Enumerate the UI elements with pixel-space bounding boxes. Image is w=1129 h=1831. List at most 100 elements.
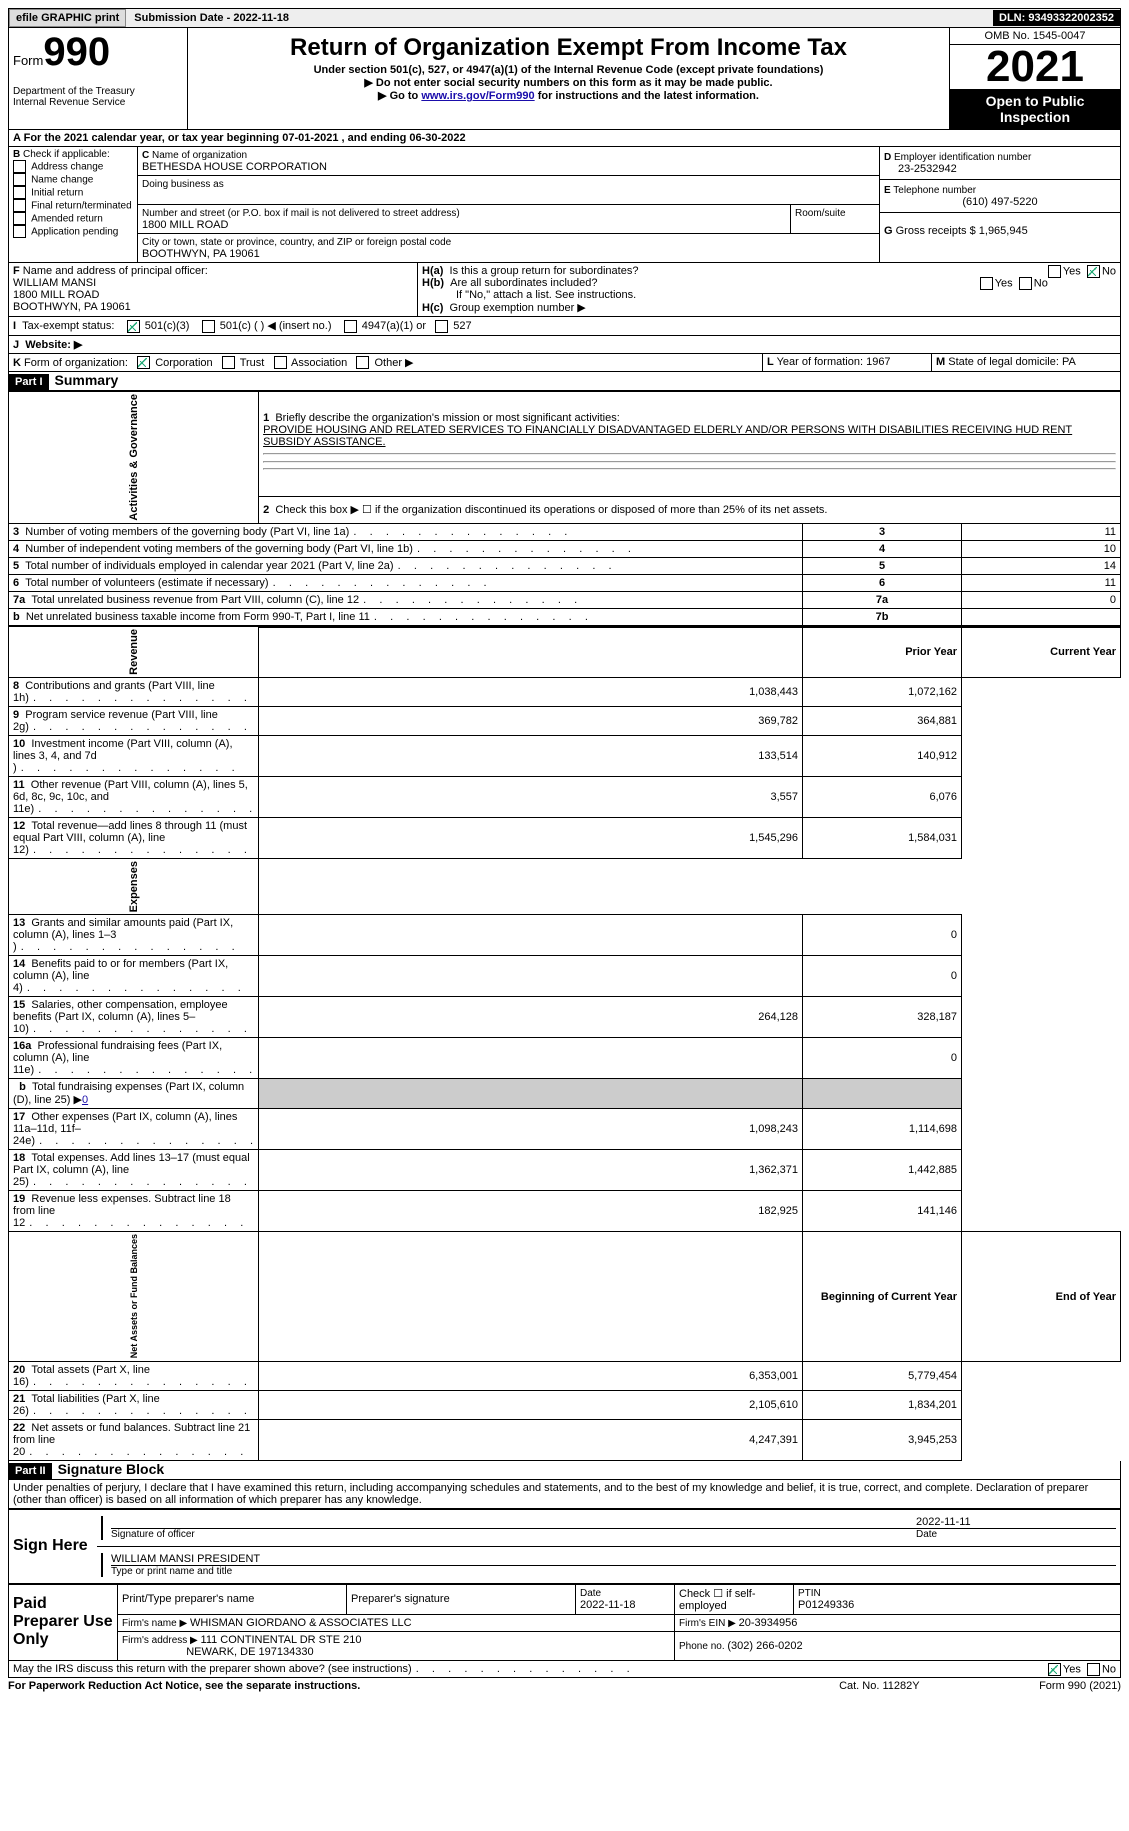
summary-val-6: 11 bbox=[962, 574, 1121, 591]
firm-ein: 20-3934956 bbox=[739, 1617, 798, 1629]
topbar: efile GRAPHIC print Submission Date - 20… bbox=[8, 8, 1121, 28]
h-b2: If "No," attach a list. See instructions… bbox=[422, 289, 1116, 301]
check-name-change[interactable] bbox=[13, 173, 26, 186]
part-1-header: Part ISummary bbox=[8, 372, 1121, 391]
rev-cur-10: 140,912 bbox=[803, 736, 962, 777]
rev-prior-9: 369,782 bbox=[259, 707, 803, 736]
mission-text: PROVIDE HOUSING AND RELATED SERVICES TO … bbox=[263, 424, 1072, 448]
summary-val-3: 11 bbox=[962, 523, 1121, 540]
form-title: Return of Organization Exempt From Incom… bbox=[192, 34, 945, 62]
prep-date: 2022-11-18 bbox=[580, 1599, 635, 1611]
check-final-return-terminated[interactable] bbox=[13, 199, 26, 212]
4947-checkbox[interactable] bbox=[344, 320, 357, 333]
gross-receipts-label: Gross receipts $ bbox=[896, 225, 979, 237]
ptin-value: P01249336 bbox=[798, 1599, 854, 1611]
check-amended-return[interactable] bbox=[13, 212, 26, 225]
ein-value: 23-2532942 bbox=[884, 163, 1116, 175]
officer-label: Name and address of principal officer: bbox=[23, 265, 208, 277]
ha-yes-checkbox[interactable] bbox=[1048, 265, 1061, 278]
exp-line-13: Grants and similar amounts paid (Part IX… bbox=[13, 917, 236, 953]
h-a: Is this a group return for subordinates? bbox=[450, 265, 639, 277]
line-J: J Website: ▶ bbox=[8, 336, 1121, 354]
assoc-checkbox[interactable] bbox=[274, 356, 287, 369]
tax-year: 2021 bbox=[950, 45, 1120, 89]
ha-no-checkbox[interactable] bbox=[1087, 265, 1100, 278]
exp-prior-14 bbox=[259, 956, 803, 997]
officer-addr2: BOOTHWYN, PA 19061 bbox=[13, 301, 131, 313]
phone-value: (610) 497-5220 bbox=[884, 196, 1116, 208]
na-beg-20: 6,353,001 bbox=[259, 1361, 803, 1390]
form-word: Form bbox=[13, 53, 43, 68]
exp-line-19: Revenue less expenses. Subtract line 18 … bbox=[13, 1193, 244, 1229]
addr-label: Number and street (or P.O. box if mail i… bbox=[142, 208, 460, 219]
efile-print-button[interactable]: efile GRAPHIC print bbox=[9, 9, 126, 27]
na-line-20: Total assets (Part X, line 16) bbox=[13, 1364, 248, 1388]
exp-prior-16a bbox=[259, 1038, 803, 1079]
form-subtitle-1: Under section 501(c), 527, or 4947(a)(1)… bbox=[192, 64, 945, 76]
summary-line-6: Total number of volunteers (estimate if … bbox=[25, 577, 487, 589]
check-address-change[interactable] bbox=[13, 160, 26, 173]
rev-cur-11: 6,076 bbox=[803, 777, 962, 818]
ein-label: Employer identification number bbox=[894, 152, 1031, 163]
na-end-20: 5,779,454 bbox=[803, 1361, 962, 1390]
dba-label: Doing business as bbox=[142, 179, 224, 190]
open-to-public: Open to Public Inspection bbox=[950, 89, 1120, 129]
exp-prior-18: 1,362,371 bbox=[259, 1150, 803, 1191]
check-applicable-label: Check if applicable: bbox=[23, 149, 110, 160]
firm-name: WHISMAN GIORDANO & ASSOCIATES LLC bbox=[190, 1617, 412, 1629]
exp-line-14: Benefits paid to or for members (Part IX… bbox=[13, 958, 242, 994]
501c-checkbox[interactable] bbox=[202, 320, 215, 333]
org-address: 1800 MILL ROAD bbox=[142, 219, 228, 231]
paid-preparer-table: Paid Preparer Use Only Print/Type prepar… bbox=[8, 1584, 1121, 1661]
527-checkbox[interactable] bbox=[435, 320, 448, 333]
form990-link[interactable]: www.irs.gov/Form990 bbox=[421, 90, 534, 102]
rev-prior-12: 1,545,296 bbox=[259, 818, 803, 859]
summary-line-5: Total number of individuals employed in … bbox=[25, 560, 612, 572]
org-name: BETHESDA HOUSE CORPORATION bbox=[142, 161, 327, 173]
summary-val-5: 14 bbox=[962, 557, 1121, 574]
part-2-header: Part IISignature Block bbox=[8, 1461, 1121, 1480]
discuss-yes-checkbox[interactable] bbox=[1048, 1663, 1061, 1676]
rev-line-12: Total revenue—add lines 8 through 11 (mu… bbox=[13, 820, 248, 856]
hb-yes-checkbox[interactable] bbox=[980, 277, 993, 290]
room-label: Room/suite bbox=[795, 208, 846, 219]
trust-checkbox[interactable] bbox=[222, 356, 235, 369]
na-beg-22: 4,247,391 bbox=[259, 1419, 803, 1460]
perjury-declaration: Under penalties of perjury, I declare th… bbox=[8, 1480, 1121, 1509]
signature-table: Sign Here 2022-11-11 Signature of office… bbox=[8, 1509, 1121, 1584]
discuss-no-checkbox[interactable] bbox=[1087, 1663, 1100, 1676]
exp-cur-13: 0 bbox=[803, 915, 962, 956]
section-BCDEFG: B Check if applicable: Address change Na… bbox=[8, 147, 1121, 263]
501c3-checkbox[interactable] bbox=[127, 320, 140, 333]
exp-cur-16a: 0 bbox=[803, 1038, 962, 1079]
rev-line-11: Other revenue (Part VIII, column (A), li… bbox=[13, 779, 253, 815]
form-subtitle-2: ▶ Do not enter social security numbers o… bbox=[192, 76, 945, 89]
summary-line-4: Number of independent voting members of … bbox=[25, 543, 632, 555]
form-number: 990 bbox=[43, 30, 110, 74]
exp-prior-19: 182,925 bbox=[259, 1191, 803, 1232]
other-checkbox[interactable] bbox=[356, 356, 369, 369]
exp-cur-19: 141,146 bbox=[803, 1191, 962, 1232]
na-end-21: 1,834,201 bbox=[803, 1390, 962, 1419]
summary-val-7a: 0 bbox=[962, 591, 1121, 608]
rev-line-10: Investment income (Part VIII, column (A)… bbox=[13, 738, 236, 774]
summary-line-3: Number of voting members of the governin… bbox=[25, 526, 568, 538]
q1-label: Briefly describe the organization's miss… bbox=[275, 412, 619, 424]
side-expenses: Expenses bbox=[9, 859, 259, 915]
na-line-21: Total liabilities (Part X, line 26) bbox=[13, 1393, 248, 1417]
may-irs-discuss: May the IRS discuss this return with the… bbox=[8, 1661, 1121, 1678]
rev-cur-12: 1,584,031 bbox=[803, 818, 962, 859]
exp-line-16a: Professional fundraising fees (Part IX, … bbox=[13, 1040, 253, 1076]
exp-cur-18: 1,442,885 bbox=[803, 1150, 962, 1191]
check-initial-return[interactable] bbox=[13, 186, 26, 199]
sig-date: 2022-11-11 bbox=[916, 1516, 1116, 1528]
summary-line-b: Net unrelated business taxable income fr… bbox=[26, 611, 589, 623]
summary-table: Activities & Governance 1 Briefly descri… bbox=[8, 391, 1121, 1461]
hb-no-checkbox[interactable] bbox=[1019, 277, 1032, 290]
h-b: Are all subordinates included? bbox=[450, 277, 597, 289]
corp-checkbox[interactable] bbox=[137, 356, 150, 369]
form-header: Form990 Department of the Treasury Inter… bbox=[8, 28, 1121, 130]
exp-cur-15: 328,187 bbox=[803, 997, 962, 1038]
check-application-pending[interactable] bbox=[13, 225, 26, 238]
page-footer: For Paperwork Reduction Act Notice, see … bbox=[8, 1678, 1121, 1692]
